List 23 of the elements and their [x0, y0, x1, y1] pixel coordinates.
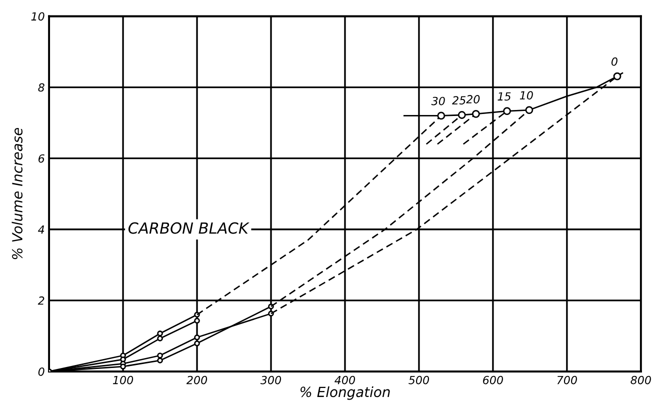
annotation: CARBON BLACK: [128, 222, 250, 234]
annotation: 10: [520, 91, 533, 100]
x-tick-label: 100: [112, 376, 134, 384]
y-tick-label: 10: [31, 12, 44, 21]
x-tick-label: 600: [483, 376, 503, 384]
y-tick-label: 4: [38, 226, 44, 234]
annotation: 15: [498, 92, 511, 101]
x-tick-label: 500: [408, 376, 430, 384]
annotation: 25: [452, 96, 466, 105]
x-tick-label: 300: [260, 376, 282, 384]
y-tick-label: 0: [38, 367, 44, 376]
y-tick-label: 6: [38, 154, 44, 163]
x-tick-label: 400: [334, 376, 356, 384]
x-tick-label: 200: [186, 376, 208, 384]
x-tick-label: 800: [630, 376, 651, 384]
y-tick-label: 8: [38, 83, 44, 92]
annotation: 30: [431, 96, 445, 106]
x-axis-title: % Elongation: [300, 386, 390, 400]
annotation: 20: [466, 95, 480, 104]
x-tick-label: 700: [557, 376, 577, 384]
y-axis-title: % Volume Increase: [12, 128, 22, 260]
annotation: 0: [611, 57, 618, 66]
y-tick-label: 2: [38, 296, 44, 305]
